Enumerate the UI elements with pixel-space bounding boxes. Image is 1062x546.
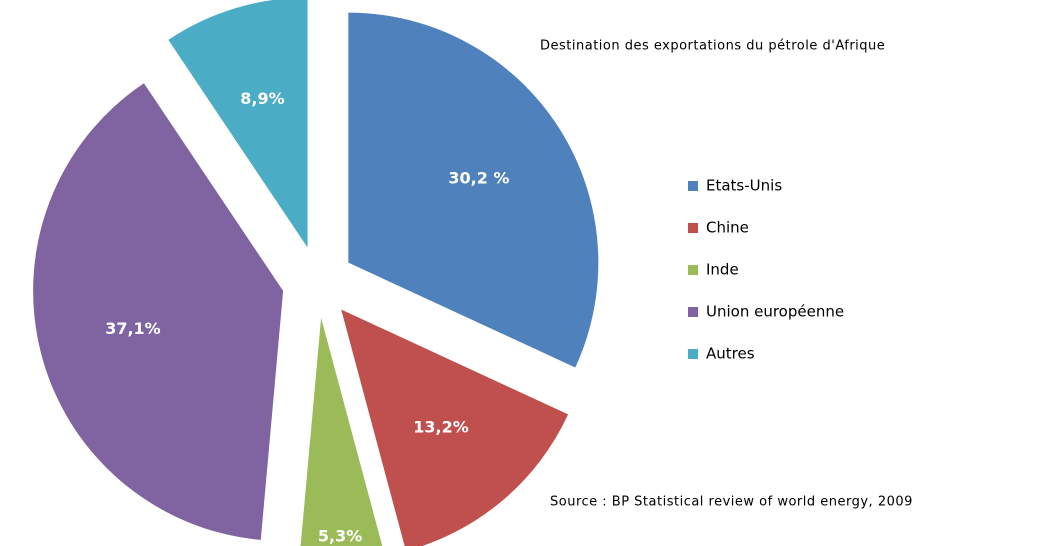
- source-note: Source : BP Statistical review of world …: [550, 495, 913, 510]
- legend-label: Etats-Unis: [706, 177, 782, 195]
- pie-slice: [168, 0, 308, 248]
- slice-label: 37,1%: [105, 319, 161, 338]
- legend-swatch: [688, 181, 698, 191]
- chart-title: Destination des exportations du pétrole …: [540, 39, 885, 54]
- pie-slice: [341, 309, 569, 546]
- pie-slice: [33, 83, 284, 540]
- slice-label: 13,2%: [413, 418, 469, 437]
- legend-label: Autres: [706, 345, 755, 363]
- slice-label: 30,2 %: [448, 169, 509, 188]
- legend-label: Chine: [706, 219, 749, 237]
- pie-slice: [348, 12, 599, 368]
- legend-label: Inde: [706, 261, 739, 279]
- pie-slice: [300, 317, 383, 546]
- legend-swatch: [688, 223, 698, 233]
- legend-swatch: [688, 349, 698, 359]
- legend-swatch: [688, 265, 698, 275]
- slice-label: 8,9%: [240, 89, 284, 108]
- legend-label: Union européenne: [706, 303, 844, 321]
- slice-label: 5,3%: [318, 527, 362, 546]
- legend-swatch: [688, 307, 698, 317]
